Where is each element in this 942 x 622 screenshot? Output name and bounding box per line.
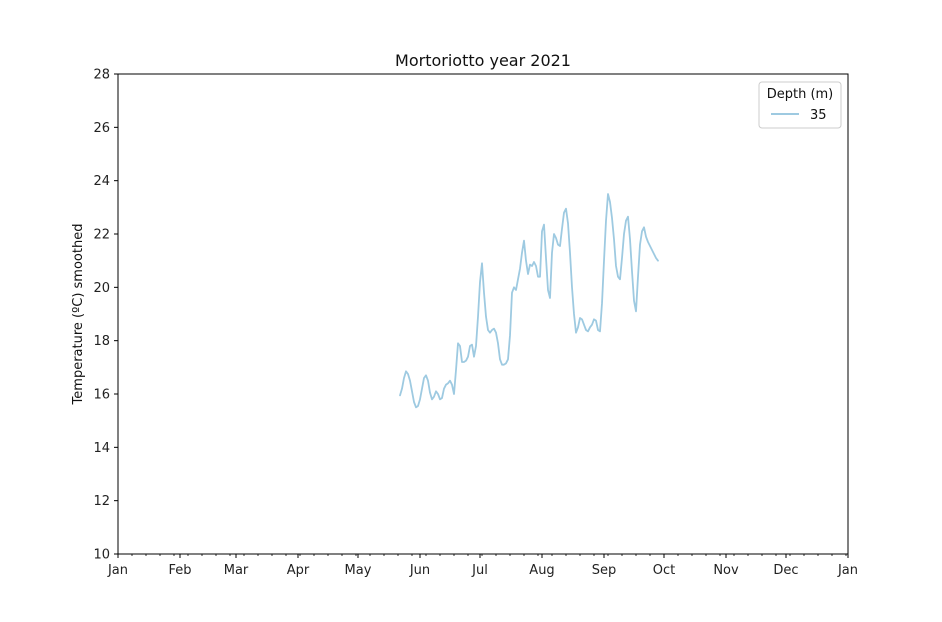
y-tick-label: 18 [93,334,110,349]
legend-title: Depth (m) [767,87,834,102]
y-tick-label: 26 [93,121,110,136]
x-tick-label: Nov [713,563,739,578]
x-tick-label: Aug [529,563,554,578]
plot-area [399,193,659,409]
x-tick-label: Jul [471,563,488,578]
y-axis-ticks: 10 12 14 16 18 20 22 24 26 28 [93,68,118,563]
y-tick-label: 24 [93,174,110,189]
legend-entry-35: 35 [810,108,827,123]
x-tick-label: May [345,563,372,578]
x-tick-label: Mar [224,563,249,578]
y-tick-label: 28 [93,68,110,83]
x-tick-label: Feb [168,563,191,578]
x-tick-label: Dec [773,563,798,578]
x-tick-label: Apr [287,563,310,578]
x-tick-label: Oct [653,563,675,578]
y-tick-label: 16 [93,388,110,403]
x-tick-label: Jan [837,563,858,578]
x-axis-ticks: Jan Feb Mar Apr May Jun Jul Aug Sep Oct Nov Dec Jan [107,554,858,578]
y-axis-label: Temperature (ºC) smoothed [71,224,86,406]
series-line-35 [399,193,659,409]
legend: Depth (m) 35 [758,81,842,129]
y-tick-label: 20 [93,281,110,296]
x-tick-label: Jan [107,563,128,578]
legend-box [758,81,842,129]
plot-frame [117,73,849,555]
y-tick-label: 12 [93,494,110,509]
x-tick-label: Jun [409,563,430,578]
chart-title: Mortoriotto year 2021 [395,51,571,70]
x-tick-label: Sep [592,563,617,578]
y-tick-label: 22 [93,228,110,243]
y-tick-label: 14 [93,441,110,456]
y-tick-label: 10 [93,548,110,563]
